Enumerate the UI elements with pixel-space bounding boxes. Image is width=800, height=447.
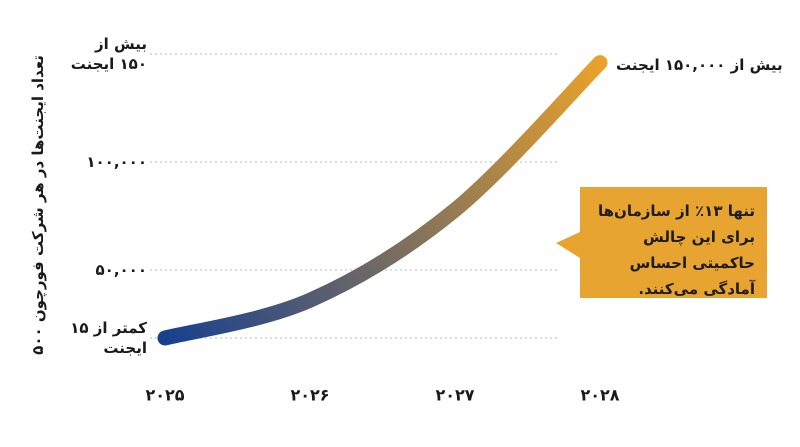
y-tick-label: کمتر از ۱۵ ایجنت [70,319,147,358]
x-tick-label: ۲۰۲۸ [580,385,620,405]
y-axis-title: تعداد ایجنت‌ها در هر شرکت فورچون ۵۰۰ [29,55,47,355]
x-tick-label: ۲۰۲۷ [435,385,475,405]
x-tick-label: ۲۰۲۵ [145,385,185,405]
callout-text: تنها ۱۳٪ از سازمان‌ها برای این چالش حاکم… [598,202,755,298]
callout-box [556,187,767,298]
y-tick-label: بیش از ۱۵۰ ایجنت [70,35,147,73]
y-tick-label: ۵۰,۰۰۰ [95,261,147,279]
line [157,55,608,346]
x-tick-label: ۲۰۲۶ [290,385,330,405]
end-label: بیش از ۱۵۰,۰۰۰ ایجنت [616,55,783,74]
y-tick-label: ۱۰۰,۰۰۰ [86,153,147,171]
